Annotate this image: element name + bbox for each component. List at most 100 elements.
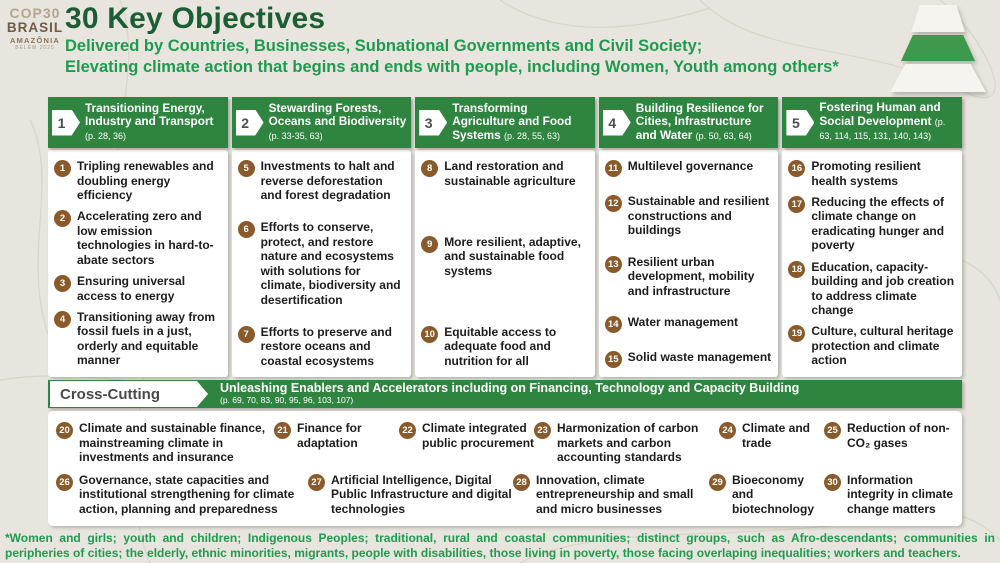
objective-number: 5	[237, 160, 255, 177]
objective-text: Bioeconomy and biotechnology	[732, 472, 814, 516]
pillar-header-2: 2 Stewarding Forests, Oceans and Biodive…	[231, 97, 412, 148]
logo-brasil-text: BRASIL	[6, 20, 64, 35]
objective-number: 28	[513, 473, 530, 491]
objective-item: 7 Efforts to preserve and restore oceans…	[237, 324, 407, 369]
objective-text: Climate and trade	[742, 421, 811, 450]
objective-item: 16 Promoting resilient health systems	[788, 159, 957, 188]
objective-text: Reducing the effects of climate change o…	[811, 194, 945, 253]
objective-item: 25 Reduction of non-CO₂ gases	[824, 421, 952, 465]
objective-item: 5 Investments to halt and reverse defore…	[237, 159, 407, 203]
cop30-cone-icon	[886, 3, 990, 95]
objective-text: Climate and sustainable finance, mainstr…	[79, 421, 266, 464]
objective-text: Resilient urban development, mobility an…	[627, 254, 755, 298]
objective-item: 9 More resilient, adaptive, and sustaina…	[421, 235, 590, 279]
objective-number: 2	[54, 210, 71, 228]
objective-number: 24	[719, 422, 736, 439]
pillar-title-text: Fostering Human and Social Development	[819, 100, 941, 128]
objective-number: 9	[421, 235, 439, 253]
footnote: *Women and girls; youth and children; In…	[5, 531, 995, 560]
logo-cop30-text: COP30	[9, 5, 61, 21]
pillar-number-badge: 4	[602, 109, 631, 136]
objective-item: 11 Multilevel governance	[604, 159, 774, 177]
pillar-title: Transforming Agriculture and Food System…	[452, 100, 591, 144]
pillar-title: Stewarding Forests, Oceans and Biodivers…	[268, 101, 408, 144]
objective-text: Accelerating zero and low emission techn…	[77, 209, 214, 267]
objective-text: More resilient, adaptive, and sustainabl…	[444, 234, 581, 278]
objective-text: Transitioning away from fossil fuels in …	[77, 309, 216, 368]
pillar-columns: 1 Transitioning Energy, Industry and Tra…	[48, 97, 962, 377]
objective-text: Equitable access to adequate food and nu…	[444, 324, 557, 368]
pillar-card-3: 8 Land restoration and sustainable agric…	[415, 150, 595, 377]
objective-text: Artificial Intelligence, Digital Public …	[331, 472, 512, 516]
objective-text: Sustainable and resilient constructions …	[627, 194, 770, 237]
pillar-title: Building Resilience for Cities, Infrastr…	[635, 100, 775, 144]
objective-item: 13 Resilient urban development, mobility…	[604, 254, 774, 299]
objective-number: 21	[274, 422, 291, 439]
pillar-page-refs: (p. 50, 63, 64)	[695, 130, 752, 141]
cross-cutting-label-badge: Cross-Cutting	[50, 381, 208, 407]
objective-text: Education, capacity-building and job cre…	[811, 259, 955, 318]
objective-item: 20 Climate and sustainable finance, main…	[56, 421, 274, 465]
objective-item: 14 Water management	[604, 315, 774, 333]
pillar-card-5: 16 Promoting resilient health systems 17…	[782, 150, 962, 377]
pillar-title-text: Building Resilience for Cities, Infrastr…	[635, 100, 764, 142]
objective-number: 29	[709, 473, 726, 491]
pillar-column-5: 5 Fostering Human and Social Development…	[782, 97, 962, 377]
cross-cutting-card: 20 Climate and sustainable finance, main…	[48, 411, 962, 526]
objective-item: 6 Efforts to conserve, protect, and rest…	[237, 220, 407, 307]
pillar-header-4: 4 Building Resilience for Cities, Infras…	[598, 97, 779, 148]
objective-text: Water management	[627, 315, 739, 329]
pillar-header-3: 3 Transforming Agriculture and Food Syst…	[415, 97, 595, 148]
objective-number: 1	[54, 160, 71, 177]
objective-number: 19	[788, 325, 806, 343]
objective-item: 30 Information integrity in climate chan…	[824, 473, 954, 517]
objective-item: 17 Reducing the effects of climate chang…	[788, 195, 957, 253]
pillar-header-5: 5 Fostering Human and Social Development…	[782, 97, 962, 148]
objective-number: 8	[421, 160, 439, 177]
pillar-card-1: 1 Tripling renewables and doubling energ…	[48, 150, 228, 377]
cone-tier-bottom	[890, 64, 986, 92]
pillar-page-refs: (p. 63, 114, 115, 131, 140, 143)	[819, 116, 946, 142]
objective-text: Efforts to preserve and restore oceans a…	[260, 324, 392, 368]
objective-number: 20	[56, 422, 73, 439]
objective-number: 6	[237, 221, 255, 238]
objective-number: 27	[308, 473, 325, 491]
objective-number: 14	[604, 316, 622, 333]
pillar-column-3: 3 Transforming Agriculture and Food Syst…	[415, 97, 595, 377]
pillar-card-2: 5 Investments to halt and reverse defore…	[231, 150, 412, 377]
objective-item: 23 Harmonization of carbon markets and c…	[534, 421, 719, 465]
subtitle-line-2: Elevating climate action that begins and…	[65, 58, 839, 76]
pillar-column-2: 2 Stewarding Forests, Oceans and Biodive…	[231, 97, 412, 377]
cross-cutting-title: Unleashing Enablers and Accelerators inc…	[220, 381, 800, 395]
pillar-number-badge: 1	[52, 109, 80, 136]
objective-number: 4	[54, 310, 71, 328]
logo-belem-text: BELÉM 2025	[15, 45, 55, 51]
objective-item: 8 Land restoration and sustainable agric…	[421, 159, 590, 188]
pillar-title-text: Transforming Agriculture and Food System…	[452, 100, 572, 142]
objective-item: 3 Ensuring universal access to energy	[54, 274, 223, 303]
pillar-number-badge: 5	[786, 109, 815, 136]
objective-text: Governance, state capacities and institu…	[79, 472, 295, 516]
pillar-title: Transitioning Energy, Industry and Trans…	[85, 101, 224, 144]
objective-number: 23	[534, 422, 551, 439]
objective-text: Solid waste management	[627, 350, 772, 364]
objective-text: Climate integrated public procurement	[422, 421, 535, 450]
objective-text: Culture, cultural heritage protection an…	[811, 324, 954, 368]
objective-item: 24 Climate and trade	[719, 421, 824, 465]
objective-text: Land restoration and sustainable agricul…	[444, 159, 576, 188]
objective-text: Innovation, climate entrepreneurship and…	[536, 472, 694, 516]
objective-number: 15	[604, 351, 622, 368]
objective-item: 12 Sustainable and resilient constructio…	[604, 194, 774, 238]
objective-text: Tripling renewables and doubling energy …	[77, 159, 214, 202]
pillar-page-refs: (p. 28, 55, 63)	[504, 130, 561, 141]
pillar-card-4: 11 Multilevel governance 12 Sustainable …	[598, 150, 779, 377]
objective-number: 26	[56, 473, 73, 491]
objective-number: 3	[54, 275, 71, 293]
pillar-page-refs: (p. 33-35, 63)	[268, 130, 323, 141]
objective-item: 21 Finance for adaptation	[274, 421, 399, 465]
cross-cutting-page-refs: (p. 69, 70, 83, 90, 95, 96, 103, 107)	[220, 395, 354, 405]
objective-number: 17	[788, 195, 806, 213]
objective-number: 18	[788, 260, 806, 278]
objective-text: Efforts to conserve, protect, and restor…	[260, 220, 401, 307]
